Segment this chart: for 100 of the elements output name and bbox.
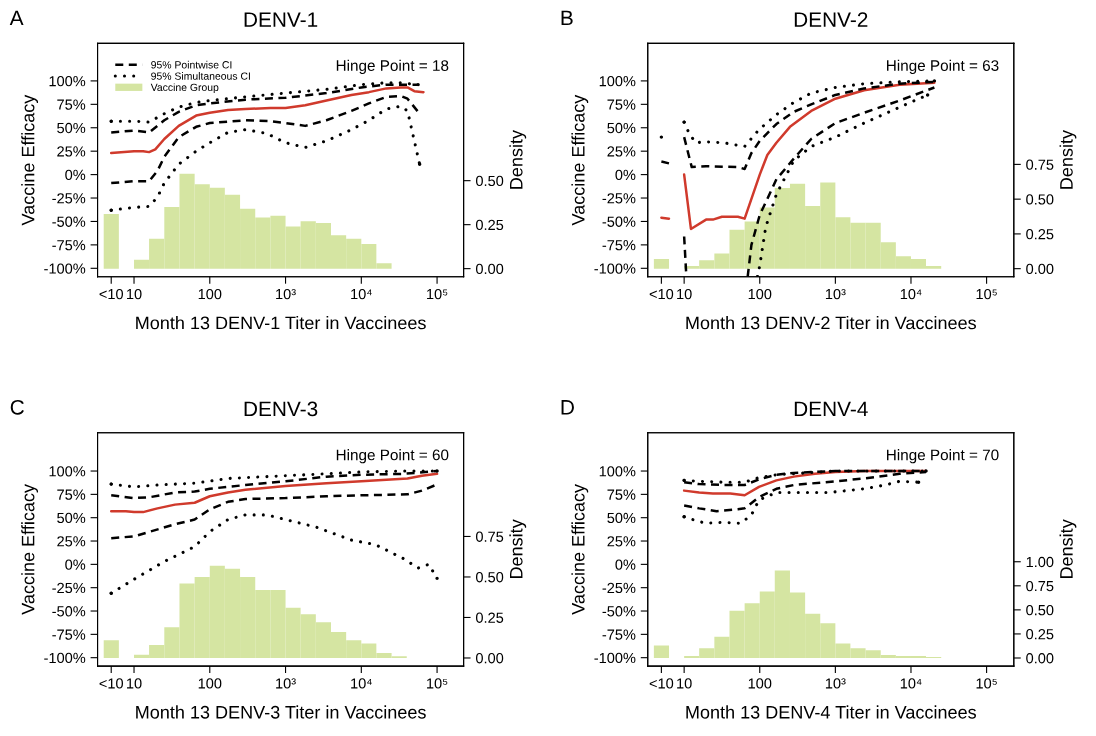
y2-axis-title: Density	[509, 130, 527, 189]
annotation: Hinge Point = 63	[887, 59, 999, 74]
x-tick-label: 10⁵	[976, 678, 997, 689]
legend-label: 95% Pointwise CI	[151, 60, 232, 69]
y-axis-title: Vaccine Efficacy	[21, 484, 39, 615]
y2-tick-label: 0.00	[1026, 263, 1054, 275]
y2-tick-label: 0.25	[1026, 629, 1054, 640]
y-tick-label: 100%	[49, 76, 86, 87]
y-tick-label: -50%	[52, 606, 86, 617]
x-tick-label: 10	[127, 288, 142, 300]
x-tick-label: 10	[677, 678, 692, 689]
y-tick-label: -75%	[602, 629, 636, 640]
y2-tick-label: 0.75	[475, 531, 504, 542]
x-axis-title: Month 13 DENV-2 Titer in Vaccinees	[686, 316, 976, 330]
y2-tick-label: 0.25	[1026, 229, 1054, 240]
x-tick-label: <10	[649, 678, 674, 689]
y2-tick-label: 0.25	[475, 612, 504, 623]
x-tick-label: 10	[677, 288, 692, 300]
y2-tick-label: 0.50	[475, 572, 504, 583]
y-tick-label: -25%	[602, 582, 636, 594]
y2-axis-title: Density	[1059, 130, 1077, 189]
y-tick-label: -75%	[602, 240, 636, 251]
x-tick-label: 10⁴	[900, 678, 922, 689]
y-tick-label: 0%	[615, 559, 636, 570]
y-tick-label: 75%	[57, 99, 86, 110]
annotation: Hinge Point = 18	[336, 59, 449, 74]
x-tick-label: 10⁴	[900, 288, 922, 300]
y-axis-title: Vaccine Efficacy	[571, 94, 589, 226]
y2-axis-title: Density	[509, 519, 527, 579]
x-tick-label: 100	[748, 678, 772, 689]
y-tick-label: 0%	[65, 559, 86, 570]
chart-title: DENV-2	[794, 12, 868, 27]
y-tick-label: 0%	[615, 169, 636, 181]
legend-label: 95% Simultaneous CI	[151, 72, 250, 80]
y-tick-label: -100%	[594, 263, 636, 274]
annotation: Hinge Point = 70	[887, 449, 999, 464]
chart-title: DENV-1	[244, 12, 318, 27]
chart-title: DENV-4	[794, 401, 868, 417]
x-axis-title: Month 13 DENV-4 Titer in Vaccinees	[686, 705, 976, 719]
text: D	[561, 400, 574, 415]
y-tick-label: 50%	[607, 122, 636, 134]
y2-tick-label: 0.75	[1026, 580, 1054, 592]
x-tick-label: 10⁵	[427, 678, 448, 689]
x-axis-title: Month 13 DENV-3 Titer in Vaccinees	[136, 705, 426, 719]
y-tick-label: 50%	[57, 512, 86, 524]
x-tick-label: 10³	[825, 678, 846, 689]
y2-tick-label: 0.00	[1026, 653, 1054, 664]
legend-label: Vaccine Group	[150, 83, 219, 94]
point	[417, 162, 422, 166]
text: B	[561, 10, 573, 26]
y-tick-label: -50%	[52, 216, 86, 227]
y-tick-label: -25%	[52, 193, 86, 204]
x-axis-title: Month 13 DENV-1 Titer in Vaccinees	[136, 316, 426, 330]
y-tick-label: -100%	[44, 652, 86, 664]
y-tick-label: 75%	[57, 489, 86, 500]
y-tick-label: -50%	[602, 606, 636, 617]
text: A	[9, 10, 24, 26]
annotation: Hinge Point = 60	[336, 449, 449, 464]
chart-title: DENV-3	[244, 401, 318, 417]
x-tick-label: 100	[198, 288, 222, 300]
x-tick-label: 10	[127, 678, 142, 689]
y-tick-label: 100%	[599, 76, 636, 87]
y2-tick-label: 0.50	[1026, 194, 1054, 205]
x-tick-label: 10⁵	[427, 288, 448, 300]
y-tick-label: 25%	[607, 536, 636, 547]
x-tick-label: 10⁴	[351, 288, 372, 300]
y-tick-label: -25%	[52, 582, 86, 594]
y-tick-label: 100%	[49, 466, 86, 477]
x-tick-label: 10⁴	[351, 678, 372, 689]
y2-tick-label: 1.00	[1026, 556, 1054, 568]
y2-tick-label: 0.25	[475, 219, 504, 231]
y-tick-label: 100%	[599, 466, 636, 477]
x-tick-label: 10⁵	[976, 288, 997, 300]
y-tick-label: 0%	[65, 169, 86, 181]
y-tick-label: 75%	[607, 99, 636, 110]
y2-tick-label: 0.50	[475, 175, 504, 187]
y2-axis-title: Density	[1059, 519, 1077, 579]
y-tick-label: 25%	[57, 146, 86, 157]
y2-tick-label: 0.50	[1026, 604, 1054, 616]
x-tick-label: 10³	[276, 288, 296, 300]
y-tick-label: 75%	[607, 489, 636, 500]
x-tick-label: 10³	[276, 678, 296, 689]
y-tick-label: -50%	[602, 216, 636, 227]
y2-tick-label: 0.00	[475, 263, 504, 275]
y-tick-label: -100%	[44, 263, 86, 274]
y-tick-label: -75%	[52, 629, 86, 640]
x-tick-label: 100	[198, 678, 222, 689]
text: C	[10, 399, 24, 415]
y2-tick-label: 0.00	[475, 653, 504, 664]
x-tick-label: 100	[748, 288, 772, 300]
y-tick-label: -100%	[594, 652, 636, 664]
y-axis-title: Vaccine Efficacy	[21, 94, 39, 226]
x-tick-label: <10	[649, 288, 674, 300]
y2-tick-label: 0.75	[1026, 159, 1054, 170]
x-tick-label: 10³	[825, 288, 846, 300]
y-tick-label: -25%	[602, 193, 636, 204]
x-tick-label: <10	[99, 288, 124, 300]
y-tick-label: 25%	[57, 536, 86, 547]
y-tick-label: -75%	[52, 240, 86, 251]
y-tick-label: 50%	[57, 122, 86, 134]
